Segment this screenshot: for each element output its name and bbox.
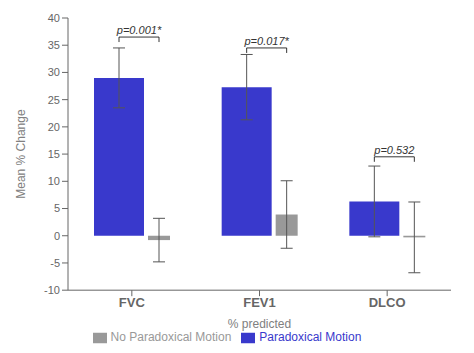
- svg-text:p=0.532: p=0.532: [373, 144, 414, 156]
- svg-text:FVC: FVC: [119, 295, 146, 310]
- svg-text:35: 35: [48, 39, 60, 51]
- svg-text:30: 30: [48, 66, 60, 78]
- html-text:Paradoxical Motion: Paradoxical Motion: [259, 330, 362, 345]
- svg-text:p=0.017*: p=0.017*: [243, 35, 289, 47]
- svg-text:-5: -5: [50, 257, 60, 269]
- svg-text:Mean % Change: Mean % Change: [14, 109, 28, 199]
- svg-text:10: 10: [48, 175, 60, 187]
- svg-text:25: 25: [48, 94, 60, 106]
- svg-text:-10: -10: [44, 284, 60, 296]
- svg-text:% predicted: % predicted: [228, 317, 291, 331]
- svg-text:20: 20: [48, 121, 60, 133]
- svg-text:p=0.001*: p=0.001*: [116, 24, 162, 36]
- svg-text:5: 5: [54, 202, 60, 214]
- html-text:No Paradoxical Motion: No Paradoxical Motion: [110, 330, 232, 345]
- svg-text:15: 15: [48, 148, 60, 160]
- svg-text:40: 40: [48, 12, 60, 24]
- svg-text:DLCO: DLCO: [369, 295, 406, 310]
- svg-text:FEV1: FEV1: [243, 295, 276, 310]
- svg-text:0: 0: [54, 230, 60, 242]
